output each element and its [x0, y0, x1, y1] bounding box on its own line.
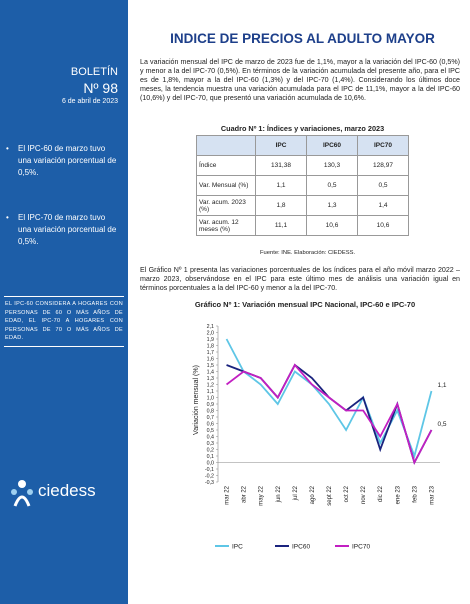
table: IPC IPC60 IPC70 Índice 131,38 130,3 128,97 Var…	[196, 135, 409, 236]
cell: 11,1	[255, 215, 307, 236]
x-tick-label: sept 22	[327, 485, 333, 505]
x-tick-label: abr 22	[242, 485, 248, 503]
cell: 1,8	[255, 195, 307, 216]
y-tick-label: 1,4	[207, 370, 214, 376]
y-tick-label: -0,3	[205, 480, 214, 486]
table-row: Índice 131,38 130,3 128,97	[196, 155, 409, 176]
y-tick-label: 0,9	[207, 402, 214, 408]
y-tick-label: 1,8	[207, 344, 214, 350]
x-tick-label: nov 22	[361, 485, 367, 504]
y-tick-label: 2,1	[207, 324, 214, 330]
y-tick-label: 0,6	[207, 422, 214, 428]
table-row: Var. acum. 2023 (%) 1,8 1,3 1,4	[196, 195, 409, 216]
cell	[196, 135, 256, 156]
y-tick-label: 1,7	[207, 350, 214, 356]
cell: IPC60	[306, 135, 358, 156]
data-label: 1,1	[437, 382, 446, 389]
bullet: El IPC-60 de marzo tuvo una variación po…	[6, 143, 118, 179]
cell: Var. acum. 2023 (%)	[196, 195, 256, 216]
bulletin-number: Nº 98	[83, 80, 118, 96]
cell: 1,1	[255, 175, 307, 196]
sidebar: BOLETÍN Nº 98 6 de abril de 2023 El IPC-…	[0, 0, 128, 604]
legend-label: IPC70	[352, 544, 370, 551]
title: INDICE DE PRECIOS AL ADULTO MAYOR	[170, 31, 435, 46]
y-tick-label: 0,1	[207, 454, 214, 460]
cell: 1,3	[306, 195, 358, 216]
cell: 130,3	[306, 155, 358, 176]
y-tick-label: 1,5	[207, 363, 214, 369]
cell: Var. Mensual (%)	[196, 175, 256, 196]
data-label: 0,5	[437, 421, 446, 428]
cell: 131,38	[255, 155, 307, 176]
table-caption: Cuadro Nº 1: Índices y variaciones, marz…	[220, 124, 385, 133]
cell: 10,6	[357, 215, 409, 236]
y-tick-label: 0,2	[207, 448, 214, 454]
x-tick-label: feb 23	[412, 485, 418, 502]
cell: 1,4	[357, 195, 409, 216]
y-tick-label: 1,9	[207, 337, 214, 343]
bulletin-label: BOLETÍN	[70, 66, 118, 78]
bullet: El IPC-70 de marzo tuvo una variación po…	[6, 212, 118, 248]
y-tick-label: 0,3	[207, 441, 214, 447]
table-row: Var. acum. 12 meses (%) 11,1 10,6 10,6	[196, 215, 409, 236]
line-series	[225, 363, 433, 465]
chart: Gráfico Nº 1: Variación mensual IPC Naci…	[193, 300, 447, 551]
cell: 0,5	[357, 175, 409, 196]
x-tick-label: jun 22	[276, 485, 282, 503]
table-row: Var. Mensual (%) 1,1 0,5 0,5	[196, 175, 409, 196]
y-tick-label: 1,0	[207, 396, 214, 402]
x-tick-label: mar 22	[225, 485, 231, 504]
paragraph: La variación mensual del IPC de marzo de…	[140, 58, 460, 102]
note-box: EL IPC-60 CONSIDERA A HOGARES CON PERSON…	[4, 296, 124, 347]
y-tick-label: 1,2	[207, 383, 214, 389]
y-tick-label: -0,2	[205, 474, 214, 480]
logo: ciedess	[8, 478, 120, 508]
cell: 0,5	[306, 175, 358, 196]
y-tick-label: 0,5	[207, 428, 214, 434]
y-tick-label: 1,3	[207, 376, 214, 382]
y-tick-label: -0,1	[205, 467, 214, 473]
logo-text: ciedess	[38, 481, 96, 500]
cell: IPC	[255, 135, 307, 156]
cell: 128,97	[357, 155, 409, 176]
paragraph: El Gráfico Nº 1 presenta las variaciones…	[140, 266, 460, 292]
cell: 10,6	[306, 215, 358, 236]
chart-title: Gráfico Nº 1: Variación mensual IPC Naci…	[195, 300, 415, 309]
y-tick-label: 2,0	[207, 331, 214, 337]
cell: Índice	[196, 155, 256, 176]
cell: Var. acum. 12 meses (%)	[196, 215, 256, 236]
legend-label: IPC	[232, 544, 243, 551]
x-tick-label: may 22	[259, 485, 265, 505]
x-tick-label: ene 23	[395, 485, 401, 504]
line-series	[225, 338, 433, 459]
legend-label: IPC60	[292, 544, 310, 551]
y-tick-label: 0,0	[207, 461, 214, 467]
logo-icon	[11, 480, 33, 507]
y-axis-title: Variación mensual (%)	[193, 365, 200, 435]
x-tick-label: oct 22	[344, 485, 350, 502]
x-tick-label: dic 22	[378, 485, 384, 502]
table-header: IPC IPC60 IPC70	[196, 135, 409, 156]
table-source: Fuente: INE. Elaboración: CIEDESS.	[260, 250, 356, 256]
bulletin-date: 6 de abril de 2023	[61, 98, 118, 105]
x-tick-label: jul 22	[293, 485, 299, 501]
cell: IPC70	[357, 135, 409, 156]
y-tick-label: 1,1	[207, 389, 214, 395]
x-tick-label: ago 22	[310, 485, 316, 504]
y-tick-label: 0,7	[207, 415, 214, 421]
y-tick-label: 1,6	[207, 357, 214, 363]
x-tick-label: mar 23	[429, 485, 435, 504]
y-tick-label: 0,8	[207, 409, 214, 415]
y-tick-label: 0,4	[207, 435, 214, 441]
